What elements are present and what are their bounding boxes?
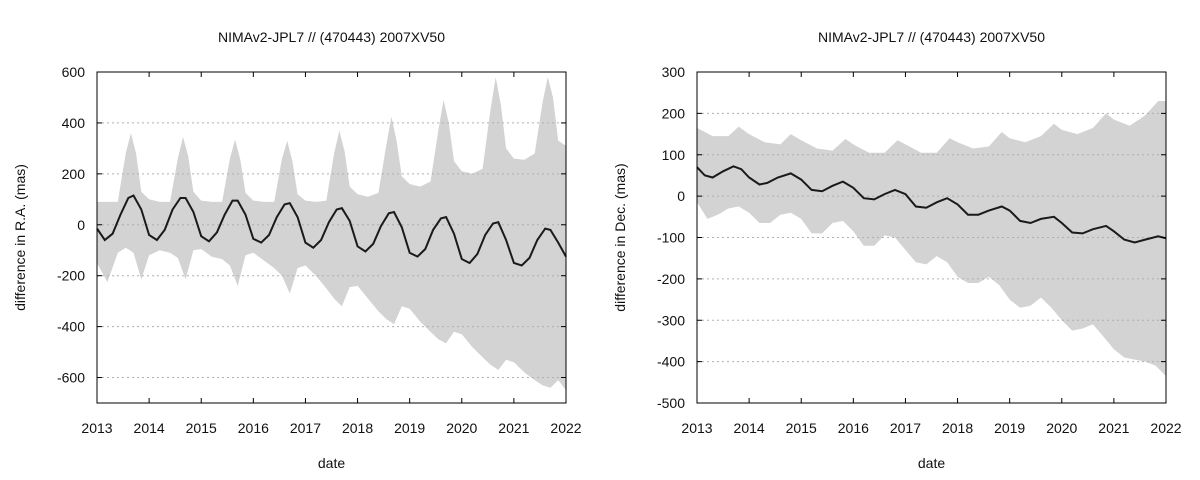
chart2-yaxis-label: difference in Dec. (mas) — [612, 163, 628, 311]
chart1-xtick-label: 2017 — [290, 420, 321, 436]
chart1-group: NIMAv2-JPL7 // (470443) 2007XV50 -600 -400… — [12, 29, 582, 471]
chart2-series-line — [696, 165, 1167, 244]
chart1-xtick-label: 2020 — [446, 420, 477, 436]
chart1-ytick-label: 200 — [62, 166, 86, 182]
chart2-ytick-label: -100 — [657, 230, 685, 246]
chart1-ytick-label: 0 — [77, 217, 85, 233]
chart2-xtick-label: 2016 — [838, 420, 869, 436]
chart2-xtick-label: 2022 — [1150, 420, 1181, 436]
chart2-title: NIMAv2-JPL7 // (470443) 2007XV50 — [818, 29, 1045, 45]
chart2-xtick-label: 2014 — [734, 420, 765, 436]
chart1-ytick-label: 600 — [62, 64, 86, 80]
chart2-group: NIMAv2-JPL7 // (470443) 2007XV50 -500 -400… — [612, 29, 1182, 471]
chart1-ytick-label: -400 — [57, 319, 85, 335]
chart1-xtick-label: 2013 — [81, 420, 112, 436]
chart2-xtick-label: 2018 — [942, 420, 973, 436]
chart2-ytick-label: 300 — [662, 64, 686, 80]
chart1-ytick-label: -600 — [57, 370, 85, 386]
chart1-xtick-label: 2021 — [498, 420, 529, 436]
chart1-xtick-label: 2022 — [550, 420, 581, 436]
chart2-ytick-label: -500 — [657, 395, 685, 411]
chart1-uncertainty-band — [97, 77, 566, 391]
chart2-uncertainty-band — [697, 101, 1166, 377]
chart1-xtick-label: 2018 — [342, 420, 373, 436]
chart1-title: NIMAv2-JPL7 // (470443) 2007XV50 — [218, 29, 445, 45]
chart1-series-line — [96, 194, 567, 267]
chart2-xtick-label: 2021 — [1098, 420, 1129, 436]
chart2-xtick-label: 2013 — [681, 420, 712, 436]
chart1-yaxis-label: difference in R.A. (mas) — [12, 164, 28, 311]
chart2-ytick-label: -400 — [657, 354, 685, 370]
chart1-ytick-label: -200 — [57, 268, 85, 284]
chart2-ytick-label: -200 — [657, 271, 685, 287]
chart2-xaxis-label: date — [918, 455, 945, 471]
chart2-xtick-label: 2019 — [994, 420, 1025, 436]
chart2-xtick-label: 2015 — [786, 420, 817, 436]
chart2-xtick-label: 2017 — [890, 420, 921, 436]
chart2-ytick-label: 0 — [677, 188, 685, 204]
chart1-ytick-label: 400 — [62, 115, 86, 131]
chart1-xtick-label: 2019 — [394, 420, 425, 436]
chart1-xaxis-label: date — [318, 455, 345, 471]
chart1-xtick-label: 2014 — [134, 420, 165, 436]
chart1-xtick-label: 2015 — [186, 420, 217, 436]
chart2-xtick-label: 2020 — [1046, 420, 1077, 436]
chart1-xtick-label: 2016 — [238, 420, 269, 436]
chart2-ytick-label: 100 — [662, 147, 686, 163]
chart2-ytick-label: 200 — [662, 105, 686, 121]
chart1-plot-frame — [96, 71, 567, 404]
chart2-ytick-label: -300 — [657, 312, 685, 328]
